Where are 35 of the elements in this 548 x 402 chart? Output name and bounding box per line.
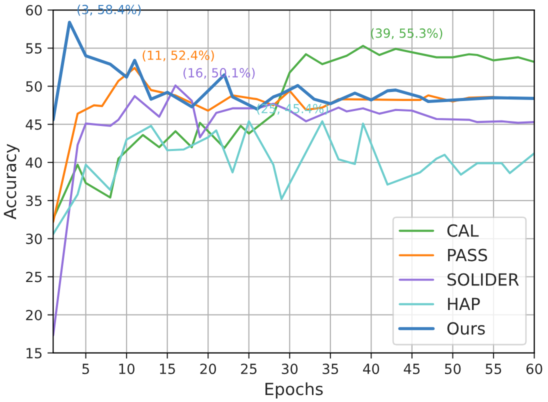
y-tick-label: 50 <box>26 81 42 92</box>
y-tick-label: 35 <box>26 196 42 206</box>
y-tick-label: 25 <box>26 272 42 282</box>
x-tick-label: 5 <box>82 364 89 374</box>
y-tick-label: 20 <box>26 310 42 320</box>
y-tick-label: 55 <box>26 43 42 54</box>
y-tick-label: 60 <box>26 5 42 16</box>
x-tick-label: 25 <box>241 364 256 374</box>
x-tick-label: 50 <box>444 364 461 374</box>
x-tick-label: 10 <box>119 364 134 374</box>
y-tick-label: 15 <box>26 348 42 358</box>
x-tick-label: 40 <box>363 364 380 374</box>
x-tick-label: 15 <box>160 364 175 374</box>
x-tick-label: 30 <box>282 364 298 374</box>
y-tick-label: 40 <box>26 157 42 168</box>
annotation: (11, 52.4%) <box>142 50 214 62</box>
x-tick-label: 35 <box>322 364 338 374</box>
legend-label: CAL <box>447 224 479 237</box>
x-tick-label: 60 <box>526 364 542 374</box>
x-tick-label: 20 <box>200 364 216 374</box>
y-axis-title: Accuracy <box>4 144 20 220</box>
legend-label: SOLIDER <box>448 273 519 286</box>
y-tick-label: 45 <box>26 120 42 130</box>
y-tick-label: 30 <box>26 234 42 244</box>
line-series <box>53 66 495 223</box>
x-tick-label: 45 <box>404 364 420 374</box>
line-series <box>53 84 534 336</box>
legend-label: Ours <box>447 322 485 335</box>
annotation: (39, 55.3%) <box>371 28 442 40</box>
line-series <box>53 120 534 236</box>
legend-label: HAP <box>448 298 480 310</box>
x-tick-label: 55 <box>486 364 502 374</box>
x-axis-title: Epochs <box>266 382 323 398</box>
line-series <box>53 20 534 122</box>
legend-label: PASS <box>448 248 488 262</box>
